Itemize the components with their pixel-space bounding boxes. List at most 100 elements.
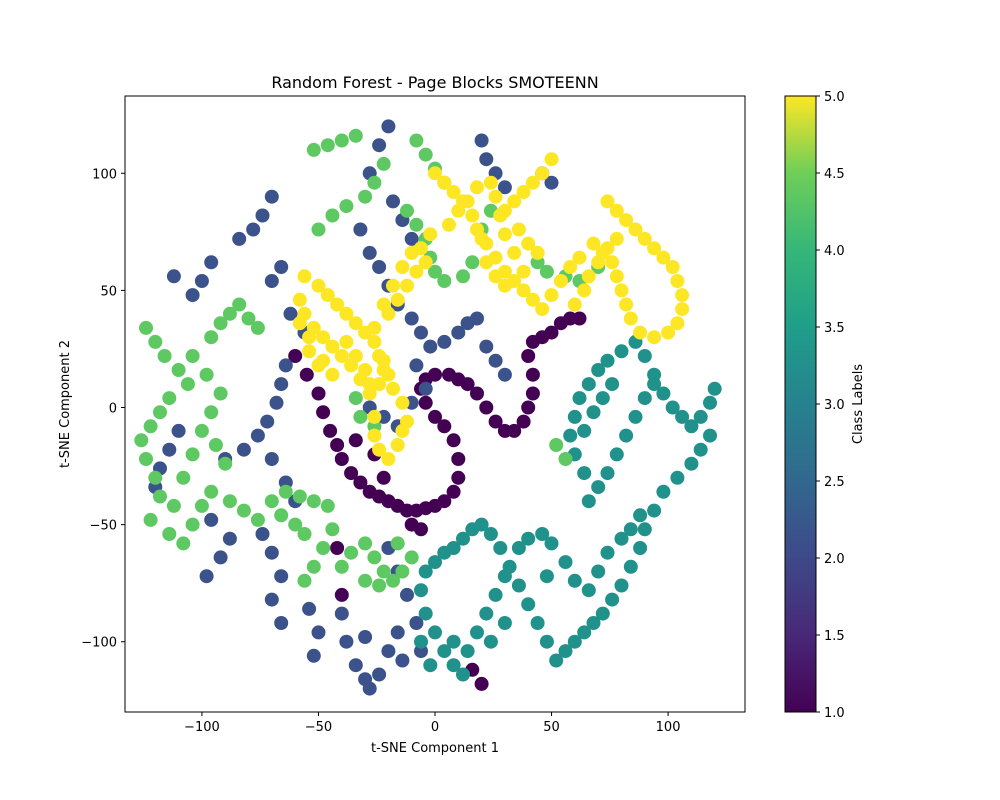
data-point-class-1 — [451, 452, 465, 466]
data-point-class-3 — [428, 625, 442, 639]
data-point-class-5 — [507, 246, 521, 260]
y-tick-label: −100 — [81, 636, 117, 651]
data-point-class-3 — [521, 597, 535, 611]
colorbar-label: Class Labels — [851, 364, 866, 444]
data-point-class-2 — [162, 443, 176, 457]
colorbar-tick-label: 1.5 — [824, 629, 845, 644]
data-point-class-4 — [186, 518, 200, 532]
data-point-class-3 — [414, 583, 428, 597]
data-point-class-5 — [479, 255, 493, 269]
data-point-class-5 — [489, 190, 503, 204]
data-point-class-5 — [442, 218, 456, 232]
data-point-class-5 — [400, 279, 414, 293]
data-point-class-2 — [204, 513, 218, 527]
data-point-class-4 — [298, 574, 312, 588]
data-point-class-5 — [367, 335, 381, 349]
data-point-class-5 — [661, 326, 675, 340]
data-point-class-1 — [335, 452, 349, 466]
data-point-class-4 — [144, 513, 158, 527]
data-point-class-3 — [573, 391, 587, 405]
data-point-class-1 — [330, 438, 344, 452]
data-point-class-2 — [405, 312, 419, 326]
data-point-class-3 — [624, 560, 638, 574]
data-point-class-2 — [386, 194, 400, 208]
data-point-class-4 — [195, 499, 209, 513]
data-point-class-4 — [335, 134, 349, 148]
data-point-class-4 — [153, 405, 167, 419]
data-point-class-4 — [549, 438, 563, 452]
data-point-class-3 — [540, 569, 554, 583]
data-point-class-1 — [526, 387, 540, 401]
data-point-class-1 — [475, 677, 489, 691]
data-point-class-4 — [312, 223, 326, 237]
y-axis-label: t-SNE Component 2 — [58, 340, 73, 468]
data-point-class-5 — [666, 260, 680, 274]
colorbar-tick-label: 2.5 — [824, 475, 845, 490]
colorbar — [785, 96, 816, 712]
data-point-class-2 — [302, 602, 316, 616]
data-point-class-5 — [381, 452, 395, 466]
data-point-class-5 — [475, 232, 489, 246]
data-point-class-2 — [265, 274, 279, 288]
data-point-class-3 — [601, 546, 615, 560]
data-point-class-2 — [414, 326, 428, 340]
data-point-class-4 — [358, 574, 372, 588]
data-point-class-1 — [414, 522, 428, 536]
data-point-class-4 — [153, 490, 167, 504]
data-point-class-4 — [377, 157, 391, 171]
x-tick-label: −100 — [184, 720, 220, 735]
data-point-class-4 — [214, 387, 228, 401]
data-point-class-5 — [545, 288, 559, 302]
data-point-class-5 — [386, 382, 400, 396]
data-point-class-5 — [395, 260, 409, 274]
data-point-class-3 — [638, 522, 652, 536]
data-point-class-3 — [484, 635, 498, 649]
data-point-class-2 — [274, 569, 288, 583]
data-point-class-2 — [419, 382, 433, 396]
data-point-class-3 — [601, 354, 615, 368]
data-point-class-3 — [531, 616, 545, 630]
data-point-class-5 — [461, 194, 475, 208]
data-point-class-5 — [619, 298, 633, 312]
data-point-class-3 — [559, 555, 573, 569]
data-point-class-2 — [265, 452, 279, 466]
data-point-class-4 — [176, 536, 190, 550]
data-point-class-4 — [279, 485, 293, 499]
data-point-class-2 — [246, 223, 260, 237]
data-point-class-2 — [265, 593, 279, 607]
data-point-class-4 — [148, 335, 162, 349]
chart-title: Random Forest - Page Blocks SMOTEENN — [271, 73, 598, 92]
data-point-class-3 — [694, 443, 708, 457]
data-point-class-3 — [489, 588, 503, 602]
data-point-class-4 — [372, 579, 386, 593]
data-point-class-2 — [400, 588, 414, 602]
data-point-class-5 — [339, 335, 353, 349]
x-tick-label: 0 — [431, 720, 439, 735]
data-point-class-4 — [367, 550, 381, 564]
data-point-class-4 — [409, 218, 423, 232]
data-point-class-4 — [204, 330, 218, 344]
data-point-class-5 — [470, 180, 484, 194]
data-point-class-1 — [300, 368, 314, 382]
data-point-class-4 — [540, 265, 554, 279]
colorbar-tick-label: 1.0 — [824, 706, 845, 721]
data-point-class-2 — [167, 269, 181, 283]
data-point-class-1 — [573, 312, 587, 326]
data-point-class-3 — [563, 429, 577, 443]
data-point-class-5 — [391, 438, 405, 452]
points-layer — [134, 119, 721, 695]
data-point-class-2 — [358, 630, 372, 644]
data-point-class-4 — [391, 536, 405, 550]
data-point-class-4 — [176, 471, 190, 485]
data-point-class-4 — [218, 457, 232, 471]
data-point-class-5 — [298, 269, 312, 283]
data-point-class-5 — [428, 166, 442, 180]
data-point-class-3 — [423, 658, 437, 672]
data-point-class-3 — [601, 466, 615, 480]
data-point-class-2 — [274, 260, 288, 274]
data-point-class-4 — [232, 298, 246, 312]
data-point-class-3 — [633, 508, 647, 522]
data-point-class-5 — [484, 176, 498, 190]
data-point-class-5 — [493, 209, 507, 223]
